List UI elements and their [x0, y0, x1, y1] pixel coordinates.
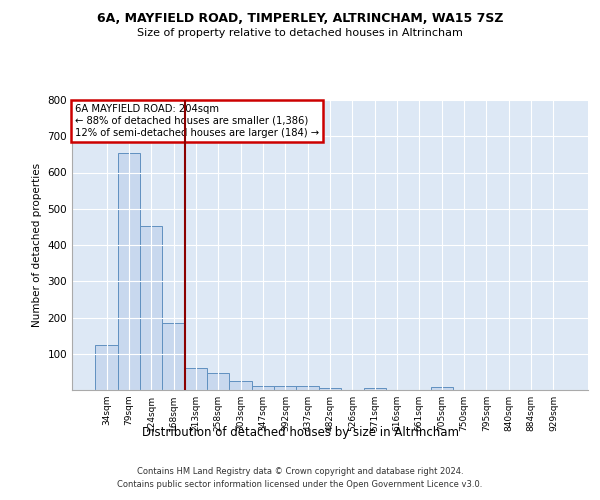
Bar: [163, 324, 185, 390]
Text: 6A, MAYFIELD ROAD, TIMPERLEY, ALTRINCHAM, WA15 7SZ: 6A, MAYFIELD ROAD, TIMPERLEY, ALTRINCHAM…: [97, 12, 503, 26]
Bar: [296, 386, 319, 390]
Bar: [229, 381, 252, 390]
Bar: [274, 386, 296, 390]
Text: Contains public sector information licensed under the Open Government Licence v3: Contains public sector information licen…: [118, 480, 482, 489]
Text: 6A MAYFIELD ROAD: 204sqm
← 88% of detached houses are smaller (1,386)
12% of sem: 6A MAYFIELD ROAD: 204sqm ← 88% of detach…: [74, 104, 319, 138]
Y-axis label: Number of detached properties: Number of detached properties: [32, 163, 42, 327]
Bar: [95, 344, 118, 390]
Bar: [118, 152, 140, 390]
Text: Distribution of detached houses by size in Altrincham: Distribution of detached houses by size …: [142, 426, 458, 439]
Bar: [140, 226, 163, 390]
Bar: [207, 374, 229, 390]
Text: Contains HM Land Registry data © Crown copyright and database right 2024.: Contains HM Land Registry data © Crown c…: [137, 467, 463, 476]
Bar: [364, 388, 386, 390]
Bar: [431, 387, 453, 390]
Text: Size of property relative to detached houses in Altrincham: Size of property relative to detached ho…: [137, 28, 463, 38]
Bar: [185, 368, 207, 390]
Bar: [252, 386, 274, 390]
Bar: [319, 388, 341, 390]
